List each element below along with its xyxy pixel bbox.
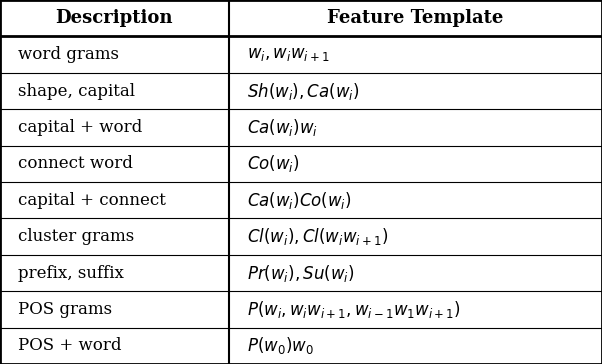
Text: Description: Description	[55, 9, 173, 27]
Text: shape, capital: shape, capital	[18, 83, 135, 99]
Text: capital + word: capital + word	[18, 119, 142, 136]
Text: $Ca(w_i)Co(w_i)$: $Ca(w_i)Co(w_i)$	[247, 190, 352, 211]
Text: prefix, suffix: prefix, suffix	[18, 265, 124, 281]
Text: $Sh(w_i), Ca(w_i)$: $Sh(w_i), Ca(w_i)$	[247, 80, 359, 102]
Text: connect word: connect word	[18, 155, 133, 172]
Text: $Pr(w_i), Su(w_i)$: $Pr(w_i), Su(w_i)$	[247, 262, 355, 284]
Text: $w_i, w_iw_{i+1}$: $w_i, w_iw_{i+1}$	[247, 46, 329, 63]
Text: $Cl(w_i), Cl(w_iw_{i+1})$: $Cl(w_i), Cl(w_iw_{i+1})$	[247, 226, 388, 247]
Text: $Ca(w_i)w_i$: $Ca(w_i)w_i$	[247, 117, 318, 138]
Text: $Co(w_i)$: $Co(w_i)$	[247, 153, 299, 174]
Text: word grams: word grams	[18, 46, 119, 63]
Text: POS + word: POS + word	[18, 337, 122, 354]
Text: cluster grams: cluster grams	[18, 228, 134, 245]
Text: Feature Template: Feature Template	[327, 9, 503, 27]
Text: capital + connect: capital + connect	[18, 192, 166, 209]
Text: POS grams: POS grams	[18, 301, 112, 318]
Text: $P(w_i, w_iw_{i+1}, w_{i-1}w_1w_{i+1})$: $P(w_i, w_iw_{i+1}, w_{i-1}w_1w_{i+1})$	[247, 299, 461, 320]
Text: $P(w_0)w_0$: $P(w_0)w_0$	[247, 335, 314, 356]
